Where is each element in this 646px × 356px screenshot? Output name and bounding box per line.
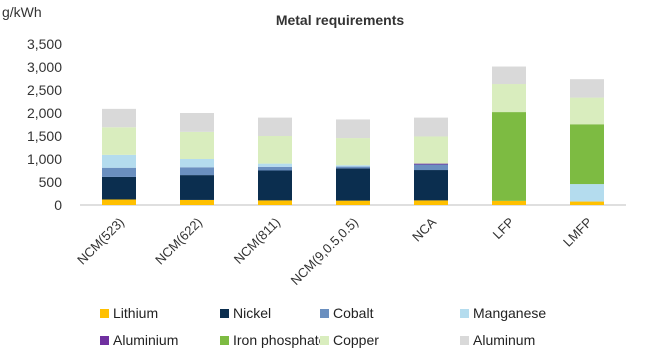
legend-swatch [320, 336, 329, 345]
bar-stack [180, 113, 214, 205]
bar-segment [180, 167, 214, 176]
bar-segment [492, 66, 526, 85]
legend-label: Cobalt [333, 305, 374, 321]
legend-item: Iron phosphate [220, 332, 327, 348]
bar-segment [102, 167, 136, 177]
bar-segment [492, 84, 526, 113]
bar-segment [180, 131, 214, 159]
legend-swatch [220, 309, 229, 318]
y-tick-label: 2,000 [27, 105, 62, 121]
bar-stack [570, 79, 604, 205]
y-tick-label: 500 [39, 174, 63, 190]
legend-item: Cobalt [320, 305, 374, 321]
bar-segment [258, 117, 292, 136]
legend-item: Lithium [100, 305, 158, 321]
bar-segment [414, 164, 448, 171]
bar-segment [414, 136, 448, 164]
bar-segment [414, 117, 448, 137]
x-tick-label: LFP [490, 215, 517, 242]
legend-label: Manganese [473, 305, 546, 321]
x-tick-label: NCM(523) [74, 215, 127, 268]
bar-segment [102, 176, 136, 200]
x-tick-label: NCM(9,0.5,0.5) [288, 215, 361, 288]
bar-segment [336, 168, 370, 201]
legend-label: Lithium [113, 305, 158, 321]
bar-segment [102, 127, 136, 155]
y-tick-label: 0 [54, 197, 62, 213]
bar-stack [258, 117, 292, 205]
legend-label: Nickel [233, 305, 271, 321]
y-axis-unit-label: g/kWh [2, 4, 42, 20]
bar-stacks [102, 66, 604, 205]
bar-segment [414, 200, 448, 205]
y-tick-label: 1,000 [27, 151, 62, 167]
legend-swatch [460, 336, 469, 345]
bar-segment [258, 166, 292, 171]
bar-segment [492, 112, 526, 201]
bar-segment [258, 200, 292, 205]
bar-segment [102, 108, 136, 128]
bar-segment [570, 79, 604, 98]
bar-segment [570, 97, 604, 125]
x-tick-label: NCM(622) [152, 215, 205, 268]
bar-segment [336, 166, 370, 169]
bar-segment [180, 159, 214, 168]
bar-stack [492, 66, 526, 205]
bar-segment [336, 200, 370, 205]
bar-segment [180, 199, 214, 205]
chart-title: Metal requirements [276, 12, 405, 28]
legend-swatch [100, 336, 109, 345]
bar-segment [258, 136, 292, 164]
legend-item: Aluminum [460, 332, 535, 348]
bar-segment [570, 184, 604, 202]
bar-segment [336, 138, 370, 166]
x-axis-category-labels: NCM(523) NCM(622) NCM(811) NCM(9,0.5,0.5) NC… [74, 214, 595, 288]
legend-item: Nickel [220, 305, 271, 321]
legend-item: Aluminium [100, 332, 178, 348]
bar-segment [258, 170, 292, 201]
legend-swatch [100, 309, 109, 318]
bar-segment [414, 163, 448, 165]
bar-segment [492, 200, 526, 205]
legend-label: Aluminum [473, 332, 535, 348]
x-tick-label: LMFP [560, 215, 595, 250]
y-tick-label: 3,000 [27, 59, 62, 75]
legend: Lithium Nickel Cobalt Manganese Aluminium Iro… [100, 305, 546, 348]
legend-label: Aluminium [113, 332, 178, 348]
y-tick-label: 1,500 [27, 128, 62, 144]
bar-segment [570, 124, 604, 185]
bar-segment [258, 163, 292, 167]
legend-item: Copper [320, 332, 379, 348]
legend-label: Iron phosphate [233, 332, 327, 348]
legend-swatch [460, 309, 469, 318]
bar-segment [336, 165, 370, 167]
y-tick-label: 2,500 [27, 82, 62, 98]
legend-swatch [320, 309, 329, 318]
bar-segment [180, 113, 214, 132]
bar-stack [336, 119, 370, 205]
y-tick-label: 3,500 [27, 36, 62, 52]
legend-item: Manganese [460, 305, 546, 321]
bar-segment [336, 119, 370, 139]
bar-stack [414, 117, 448, 205]
bar-segment [102, 199, 136, 205]
bar-stack [102, 108, 136, 205]
x-tick-label: NCM(811) [231, 215, 283, 267]
bar-segment [570, 201, 604, 205]
legend-swatch [220, 336, 229, 345]
legend-label: Copper [333, 332, 379, 348]
bar-segment [102, 154, 136, 168]
bar-segment [180, 175, 214, 200]
bar-segment [414, 170, 448, 201]
y-axis-ticks: 0 500 1,000 1,500 2,000 2,500 3,000 3,500 [27, 36, 62, 213]
x-tick-label: NCA [409, 214, 439, 244]
